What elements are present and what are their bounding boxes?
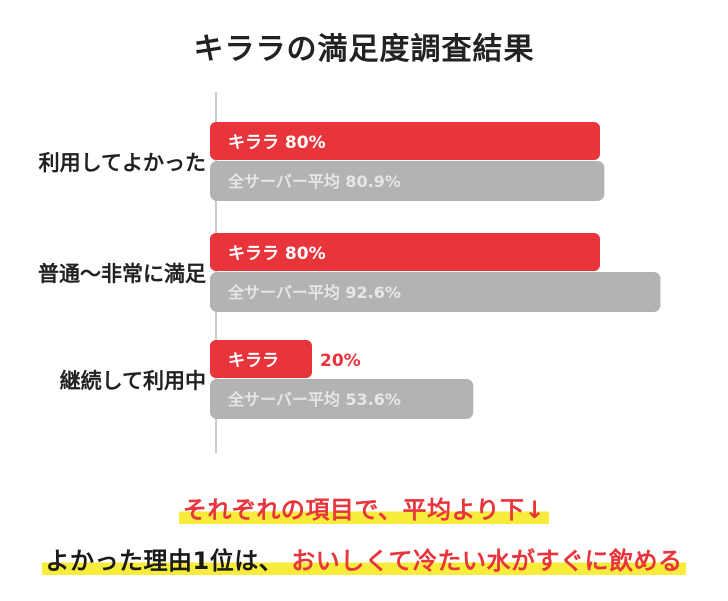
footer-line-2-part2: おいしくて冷たい水がすぐに飲める [287, 547, 687, 575]
category-label: 継続して利用中 [60, 369, 206, 393]
footer-line-1: それぞれの項目で、平均より下↓ [0, 490, 728, 525]
kirara-value-label: 20% [320, 351, 361, 371]
kirara-bar [210, 122, 600, 160]
footer-line-2-part1: よかった理由1位は、 [41, 547, 288, 575]
average-bar [210, 272, 661, 312]
kirara-bar-label: キララ 80% [228, 244, 326, 264]
average-bar-label: 全サーバー平均 92.6% [227, 283, 401, 302]
average-bar [210, 379, 474, 419]
kirara-bar [210, 340, 312, 378]
kirara-bar-label: キララ [228, 351, 279, 371]
kirara-bar-label: キララ 80% [228, 133, 326, 153]
footer-line-1-text: それぞれの項目で、平均より下↓ [178, 496, 550, 524]
chart-title: キララの満足度調査結果 [193, 32, 535, 67]
footer-line-2: よかった理由1位は、 おいしくて冷たい水がすぐに飲める [0, 541, 728, 576]
category-label: 普通〜非常に満足 [38, 262, 206, 286]
average-bar-label: 全サーバー平均 80.9% [227, 172, 401, 191]
kirara-bar [210, 233, 600, 271]
category-label: 利用してよかった [39, 151, 206, 175]
average-bar-label: 全サーバー平均 53.6% [227, 390, 401, 409]
average-bar [210, 161, 605, 201]
